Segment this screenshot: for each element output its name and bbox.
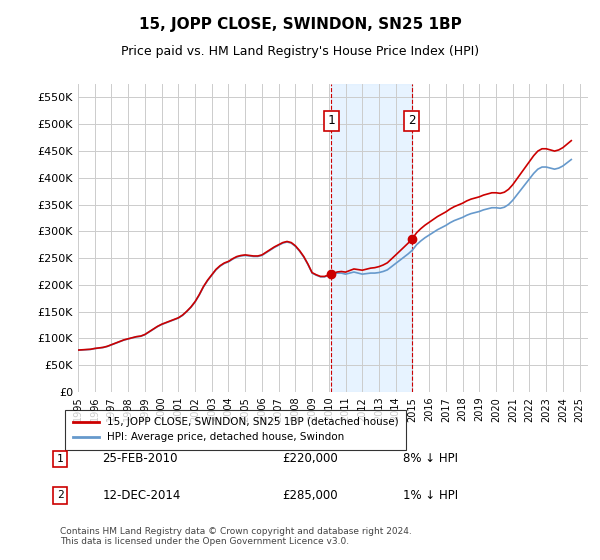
Text: 1% ↓ HPI: 1% ↓ HPI bbox=[403, 489, 458, 502]
Text: 8% ↓ HPI: 8% ↓ HPI bbox=[403, 452, 458, 465]
Bar bbox=[331, 84, 412, 392]
Text: 2: 2 bbox=[56, 491, 64, 500]
Text: Contains HM Land Registry data © Crown copyright and database right 2024.
This d: Contains HM Land Registry data © Crown c… bbox=[60, 526, 412, 546]
Text: £220,000: £220,000 bbox=[282, 452, 338, 465]
Text: 25-FEB-2010: 25-FEB-2010 bbox=[102, 452, 178, 465]
Text: Price paid vs. HM Land Registry's House Price Index (HPI): Price paid vs. HM Land Registry's House … bbox=[121, 45, 479, 58]
Text: 2: 2 bbox=[408, 114, 415, 128]
Text: 1: 1 bbox=[328, 114, 335, 128]
Text: 15, JOPP CLOSE, SWINDON, SN25 1BP: 15, JOPP CLOSE, SWINDON, SN25 1BP bbox=[139, 17, 461, 32]
Legend: 15, JOPP CLOSE, SWINDON, SN25 1BP (detached house), HPI: Average price, detached: 15, JOPP CLOSE, SWINDON, SN25 1BP (detac… bbox=[65, 410, 406, 450]
Text: 1: 1 bbox=[56, 454, 64, 464]
Text: £285,000: £285,000 bbox=[282, 489, 337, 502]
Text: 12-DEC-2014: 12-DEC-2014 bbox=[102, 489, 181, 502]
